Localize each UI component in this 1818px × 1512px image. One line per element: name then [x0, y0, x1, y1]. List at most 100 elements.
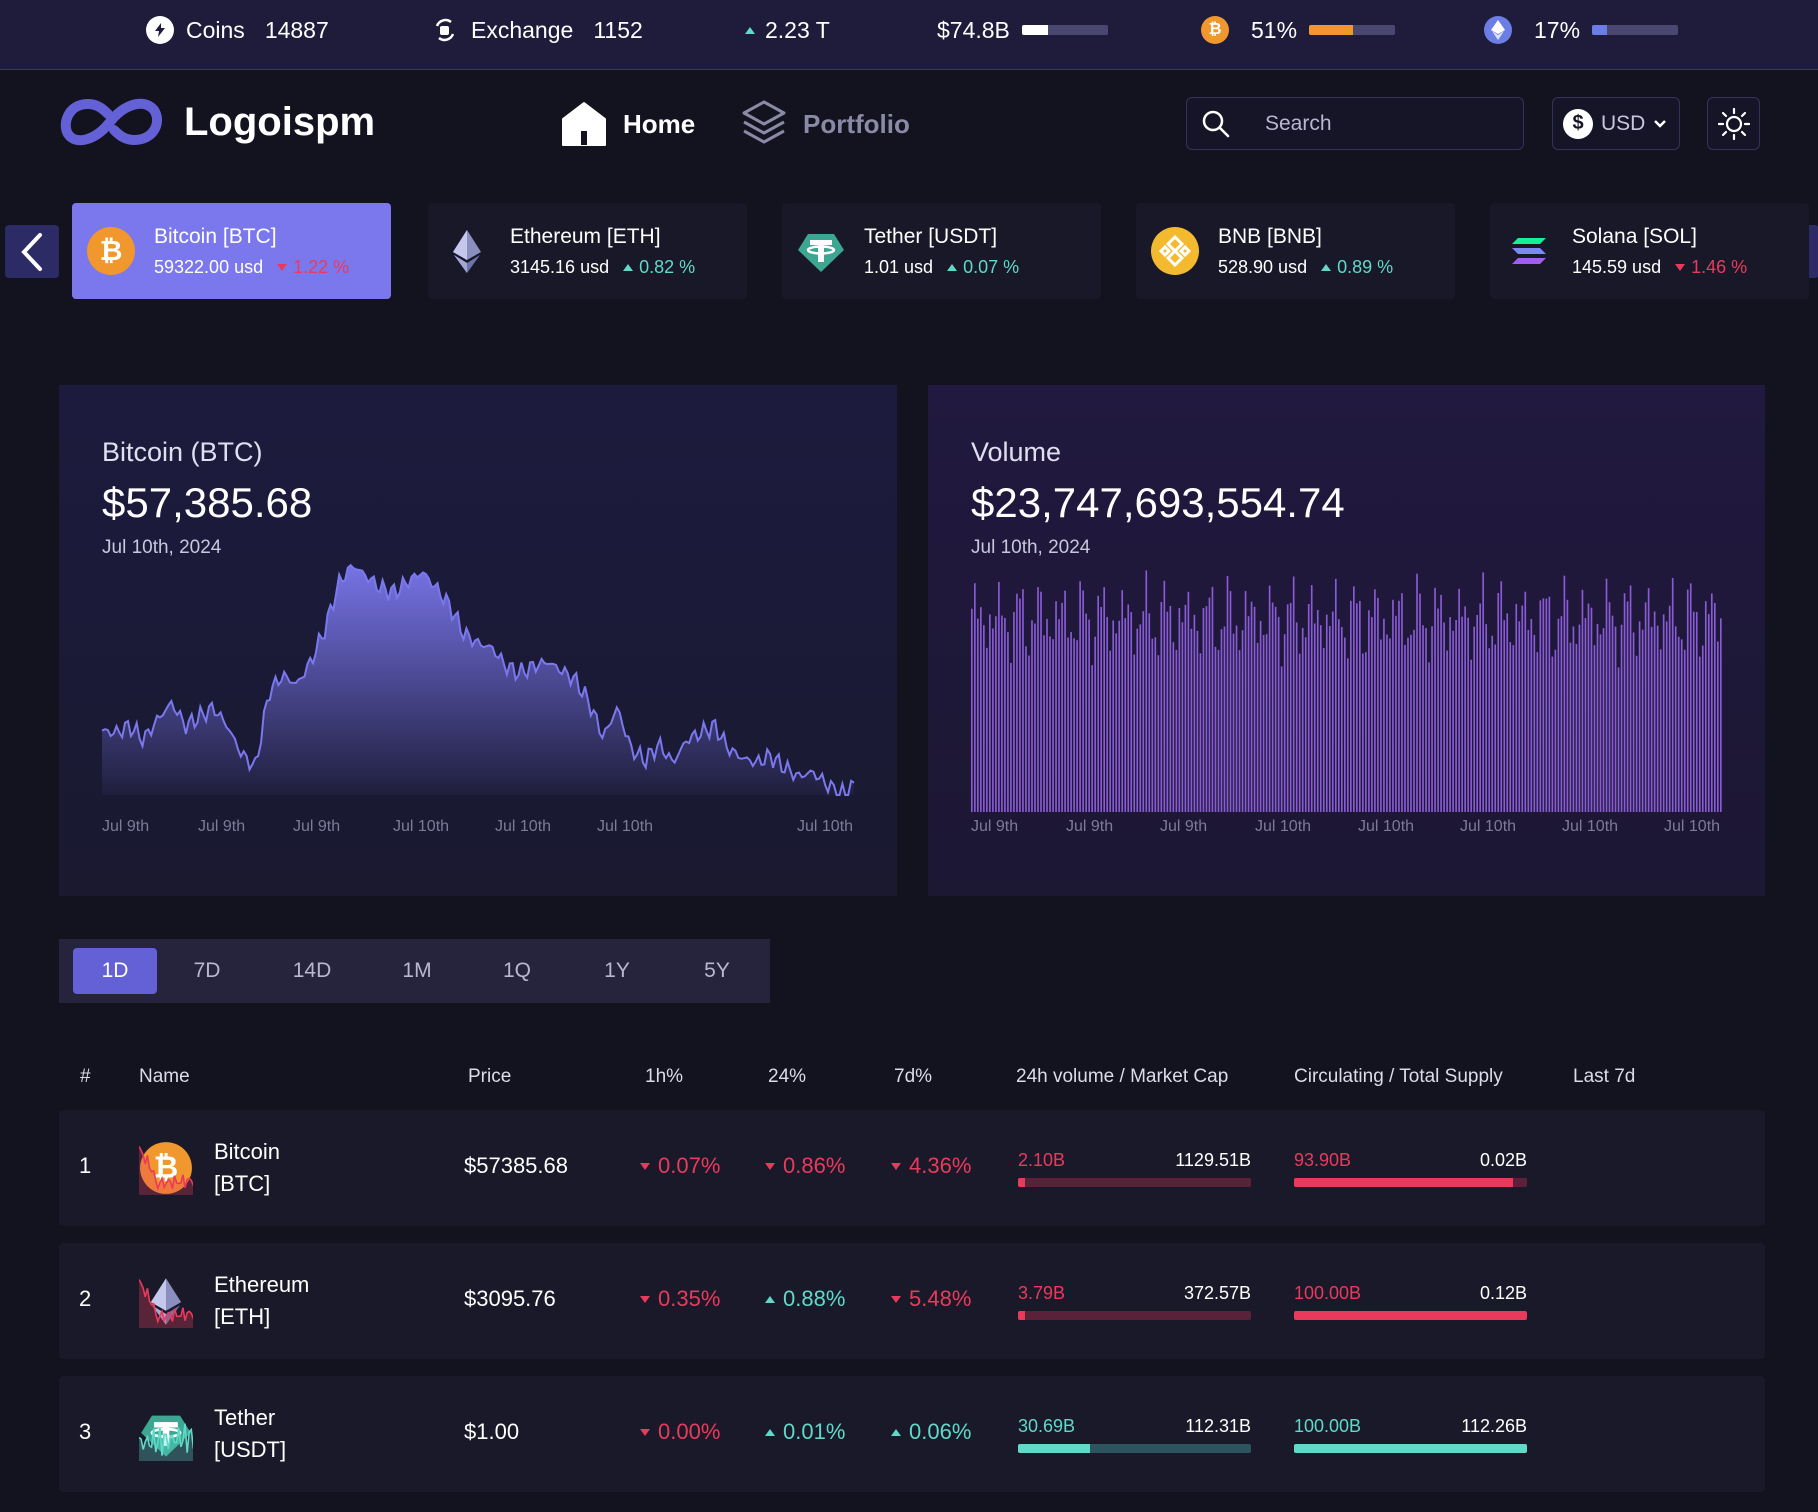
down-arrow-icon	[1675, 263, 1686, 271]
volume-bar	[1644, 602, 1647, 812]
header-name[interactable]: Name	[139, 1066, 190, 1087]
volume-bar	[1001, 615, 1003, 812]
price-x-tick: Jul 10th	[797, 818, 853, 835]
bitcoin-icon: ₿	[86, 226, 136, 276]
volume-x-tick: Jul 9th	[1160, 818, 1207, 835]
volume-bar	[1449, 617, 1451, 812]
volume-bar	[1464, 606, 1466, 812]
global-stats-bar: Coins 14887 Exchange 1152 2.23 T $74.8B …	[0, 0, 1818, 70]
row-change-24h: 0.01%	[765, 1419, 845, 1445]
coin-card-price: 59322.00 usd	[154, 256, 264, 277]
volume-bar	[1440, 594, 1442, 812]
chevron-down-icon	[1654, 119, 1667, 128]
tab-14d[interactable]: 14D	[292, 959, 332, 982]
tab-1y[interactable]: 1Y	[604, 959, 630, 982]
volume-bar	[1542, 598, 1545, 812]
coin-card-bitcoin[interactable]: ₿ Bitcoin [BTC] 59322.00 usd 1.22 %	[72, 203, 391, 299]
row-change-24h: 0.88%	[765, 1286, 845, 1312]
coin-card-ethereum[interactable]: Ethereum [ETH] 3145.16 usd 0.82 %	[428, 203, 747, 299]
volume-bar	[1695, 612, 1698, 812]
volume-bar-chart[interactable]: Jul 9th Jul 9th Jul 9th Jul 10th Jul 10th Jul…	[928, 385, 1765, 896]
volume-bar	[1196, 630, 1199, 812]
table-row[interactable]: 1 ₿ Bitcoin [BTC] $57385.68 0.07% 0.86% …	[59, 1110, 1765, 1226]
volume-bar	[1584, 618, 1587, 812]
tab-1m[interactable]: 1M	[402, 959, 432, 982]
sparkline-7d	[1569, 1138, 1724, 1198]
row-change-24h-value: 0.01%	[783, 1419, 846, 1444]
volume-bar	[1160, 602, 1163, 812]
row-coin-name[interactable]: Ethereum [ETH]	[214, 1269, 309, 1333]
row-coin-name[interactable]: Bitcoin [BTC]	[214, 1136, 280, 1200]
header-volume-marketcap[interactable]: 24h volume / Market Cap	[1016, 1066, 1229, 1087]
row-price: $1.00	[464, 1419, 520, 1444]
volume-bar	[1488, 648, 1491, 812]
row-supply: 93.90B 0.02B	[1294, 1150, 1527, 1187]
volume-bar	[1563, 575, 1566, 812]
row-circulating: 93.90B	[1294, 1150, 1352, 1170]
volume-bar	[1653, 611, 1656, 812]
row-volume-marketcap: 2.10B 1129.51B	[1018, 1150, 1251, 1187]
volume-bar	[1340, 627, 1343, 812]
header-24h[interactable]: 24%	[768, 1066, 807, 1087]
header-supply[interactable]: Circulating / Total Supply	[1294, 1066, 1503, 1087]
coin-card-name: Tether [USDT]	[864, 224, 998, 248]
volume-bar	[1635, 655, 1638, 812]
volume-bar	[1172, 642, 1175, 812]
coin-card-tether[interactable]: Tether [USDT] 1.01 usd 0.07 %	[782, 203, 1101, 299]
header-7d[interactable]: 7d%	[894, 1066, 933, 1087]
coin-card-price: 145.59 usd	[1572, 256, 1662, 277]
theme-toggle-button[interactable]	[1707, 97, 1760, 150]
currency-select[interactable]: $ USD	[1552, 97, 1680, 150]
table-row[interactable]: 2 Ethereum [ETH] $3095.76 0.35% 0.88% 5.…	[59, 1243, 1765, 1359]
volume-bar	[1707, 614, 1710, 812]
volume-bar	[1133, 654, 1136, 812]
volume-bar	[1599, 634, 1602, 812]
row-symbol: [ETH]	[214, 1304, 271, 1329]
volume-bar	[1398, 600, 1400, 812]
volume-bar	[1611, 615, 1614, 812]
price-area-chart[interactable]: Jul 9th Jul 9th Jul 9th Jul 10th Jul 10th Jul…	[59, 385, 897, 896]
exchange-value: 1152	[593, 16, 643, 43]
coin-card-price: 528.90 usd	[1218, 256, 1308, 277]
row-circulating: 100.00B	[1294, 1283, 1362, 1303]
volume-x-tick: Jul 9th	[971, 818, 1018, 835]
logo[interactable]: Logoispm	[58, 94, 375, 150]
volume-bar	[1413, 629, 1415, 812]
volume-bar	[1298, 653, 1301, 812]
ethereum-icon	[138, 1274, 308, 1339]
coin-card-solana[interactable]: Solana [SOL] 145.59 usd 1.46 %	[1490, 203, 1809, 299]
row-coin-name[interactable]: Tether [USDT]	[214, 1402, 286, 1466]
nav-portfolio[interactable]: Portfolio	[741, 96, 910, 152]
exchange-stat: Exchange 1152	[431, 0, 643, 60]
time-range-tabs: 1D 7D 14D 1M 1Q 1Y 5Y	[59, 939, 770, 1003]
btc-dominance-progress	[1309, 25, 1396, 35]
row-change-24h-value: 0.86%	[783, 1153, 846, 1178]
volume-bar	[1383, 618, 1385, 812]
header-1h[interactable]: 1h%	[645, 1066, 684, 1087]
tab-7d[interactable]: 7D	[193, 959, 221, 982]
volume-bar	[1656, 625, 1659, 812]
carousel-prev-button[interactable]	[5, 225, 59, 278]
header-price[interactable]: Price	[468, 1066, 512, 1087]
table-row[interactable]: 3 Tether [USDT] $1.00 0.00% 0.01% 0.06%	[59, 1376, 1765, 1492]
search-input[interactable]	[1265, 111, 1485, 136]
volume-bar	[1647, 588, 1650, 812]
header-last-7d: Last 7d	[1573, 1066, 1636, 1087]
tab-1d[interactable]: 1D	[73, 948, 157, 994]
volume-bar	[992, 628, 994, 812]
coin-card-bnb[interactable]: BNB [BNB] 528.90 usd 0.89 %	[1136, 203, 1455, 299]
volume-bar	[1031, 620, 1033, 812]
volume-bar	[1671, 577, 1674, 812]
volume-bar	[1716, 641, 1719, 812]
tab-1q[interactable]: 1Q	[502, 959, 531, 982]
nav-home[interactable]: Home	[561, 96, 695, 152]
volume-bar	[1386, 634, 1388, 812]
down-arrow-icon	[891, 1162, 901, 1170]
volume-bar	[1115, 633, 1118, 812]
search-box[interactable]	[1186, 97, 1524, 150]
row-name: Bitcoin	[214, 1139, 281, 1164]
tab-5y[interactable]: 5Y	[704, 959, 730, 982]
volume-bar	[1497, 593, 1500, 812]
up-arrow-icon	[765, 1428, 775, 1436]
volume-bar	[977, 618, 979, 812]
